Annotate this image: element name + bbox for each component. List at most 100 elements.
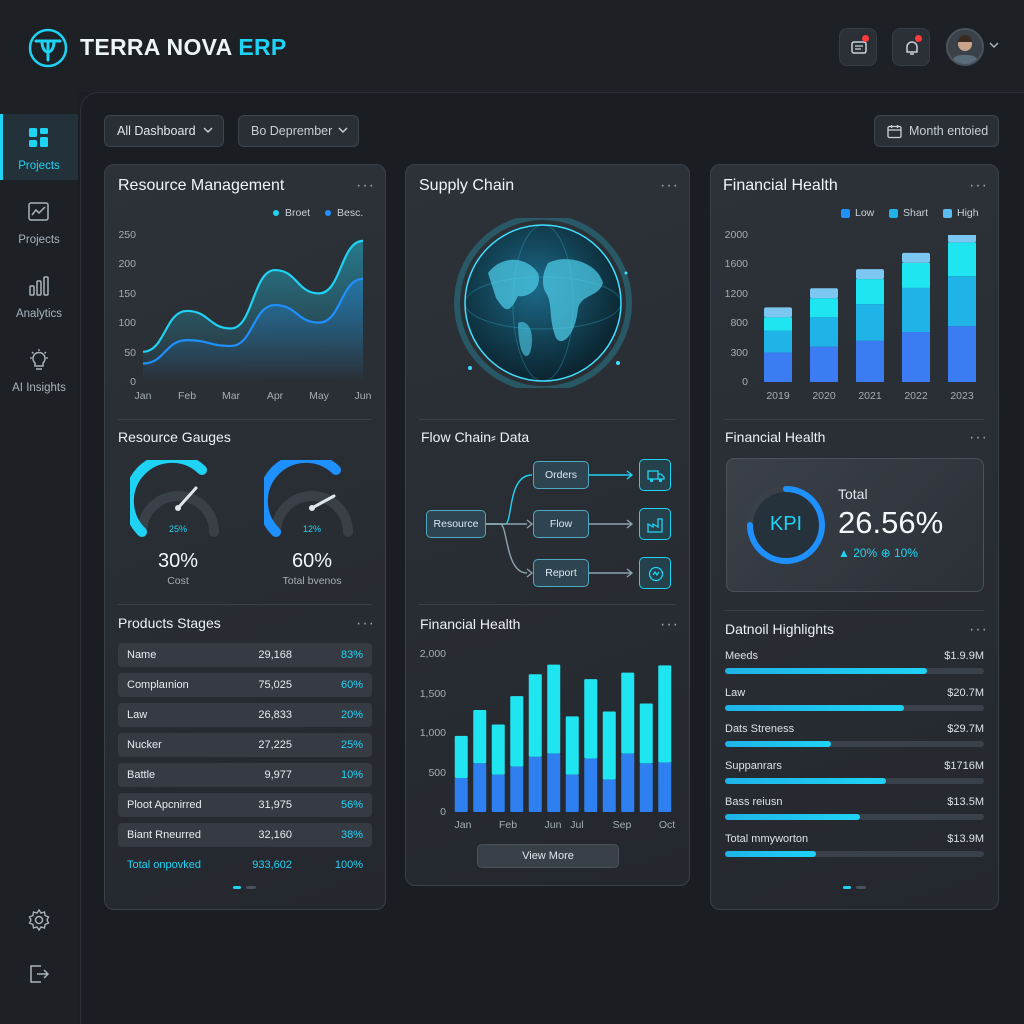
gear-icon[interactable] xyxy=(27,908,51,932)
x-tick-label: Jun xyxy=(354,390,372,402)
table-row[interactable]: Name 29,168 83% xyxy=(118,643,372,667)
chevron-down-icon[interactable] xyxy=(989,41,999,49)
flow-icon-flow[interactable] xyxy=(639,508,671,540)
y-tick-label: 300 xyxy=(730,346,748,359)
more-options-icon[interactable]: ··· xyxy=(969,177,988,194)
date-range-button[interactable]: Month entoied xyxy=(874,115,999,147)
more-options-icon[interactable]: ··· xyxy=(660,616,679,633)
messages-button[interactable] xyxy=(839,28,877,66)
kpi-ring-label: KPI xyxy=(769,513,803,535)
x-tick-label: Oct xyxy=(658,819,676,831)
sidebar-item-analytics[interactable]: Analytics xyxy=(0,262,78,328)
more-options-icon[interactable]: ··· xyxy=(969,429,988,446)
bar-segment-bottom xyxy=(565,774,579,812)
sidebar-item-projects-2[interactable]: Projects xyxy=(0,188,78,254)
highlight-value: $29.7M xyxy=(947,723,984,736)
bar-segment-bottom xyxy=(658,762,672,812)
highlight-progress-fill xyxy=(725,741,832,748)
bar-segment-top xyxy=(510,696,524,767)
bar-segment-bottom xyxy=(584,758,598,812)
more-options-icon[interactable]: ··· xyxy=(356,615,375,632)
total-gauge-label: Total bvenos xyxy=(282,575,342,587)
bar-cap xyxy=(948,235,976,243)
highlight-progress-fill xyxy=(725,777,886,784)
legend-shart: Shart xyxy=(903,207,929,219)
chevron-down-icon xyxy=(338,127,348,133)
series-line-1 xyxy=(143,277,364,365)
row-value: 9,977 xyxy=(264,769,292,781)
pager-dot-active[interactable] xyxy=(233,886,241,889)
brand-name: TERRA NOVA ERP xyxy=(80,34,287,61)
row-name: Biant Rneurred xyxy=(127,829,201,841)
bar-segment-high xyxy=(856,279,884,305)
kpi-label: Total xyxy=(838,486,868,502)
financial-bar-chart xyxy=(764,235,976,382)
y-tick-label: 1600 xyxy=(724,258,748,271)
y-tick-label: 250 xyxy=(118,229,136,241)
divider xyxy=(419,419,676,420)
row-name: Law xyxy=(127,709,148,721)
table-row[interactable]: Ploot Apcnirred 31,975 56% xyxy=(118,793,372,817)
flow-node-report[interactable]: Report xyxy=(533,559,589,587)
financial-title: Financial Health xyxy=(723,177,838,194)
bar-segment-top xyxy=(639,703,653,764)
more-options-icon[interactable]: ··· xyxy=(969,621,988,638)
highlight-progress-bar xyxy=(725,668,984,674)
avatar[interactable] xyxy=(946,28,984,66)
table-row[interactable]: Complaınion 75,025 60% xyxy=(118,673,372,697)
x-tick-label: 2020 xyxy=(812,390,836,402)
bar-segment-bottom xyxy=(454,777,468,812)
flow-node-orders[interactable]: Orders xyxy=(533,461,589,489)
x-tick-label: Jan xyxy=(134,390,152,402)
flow-icon-orders[interactable] xyxy=(639,459,671,491)
x-tick-label: May xyxy=(309,390,329,402)
highlight-label: Total mmyworton xyxy=(725,833,809,845)
notifications-button[interactable] xyxy=(892,28,930,66)
bar-segment-bottom xyxy=(547,753,561,812)
period-select-value: Bo Deprember xyxy=(251,124,333,138)
bar-segment-low xyxy=(856,340,884,382)
highlight-value: $1716M xyxy=(944,759,984,772)
sidebar-item-projects[interactable]: Projects xyxy=(0,114,78,180)
highlight-progress-bar xyxy=(725,777,984,784)
logout-icon[interactable] xyxy=(27,962,51,986)
pager-dot[interactable] xyxy=(856,886,866,889)
pager-dot-active[interactable] xyxy=(843,886,851,889)
period-select[interactable]: Bo Deprember xyxy=(238,115,359,147)
pager-dot[interactable] xyxy=(246,886,256,889)
table-row[interactable]: Nucker 27,225 25% xyxy=(118,733,372,757)
more-options-icon[interactable]: ··· xyxy=(660,177,679,194)
row-value: 32,160 xyxy=(258,829,292,841)
flow-node-resource[interactable]: Resource xyxy=(426,510,486,538)
y-tick-label: 1,000 xyxy=(419,727,446,739)
flow-title: Flow Chain⸗ Data xyxy=(421,429,530,445)
bar-segment-shart xyxy=(948,276,976,327)
highlight-label: Law xyxy=(725,686,746,699)
resource-title: Resource Management xyxy=(118,177,285,194)
flow-icon-report[interactable] xyxy=(639,557,671,589)
bar-segment-bottom xyxy=(621,753,635,812)
bar-segment-top xyxy=(491,724,505,775)
flow-node-flow[interactable]: Flow xyxy=(533,510,589,538)
top-bar: TERRA NOVA ERP xyxy=(0,0,1024,92)
bar-cap xyxy=(764,307,792,318)
bar-segment-shart xyxy=(764,330,792,353)
row-name: Battle xyxy=(127,769,156,781)
sidebar: Projects Projects Analytics AI Insights xyxy=(0,92,78,1024)
more-options-icon[interactable]: ··· xyxy=(356,177,375,194)
supply-fin-title: Financial Health xyxy=(420,616,521,632)
view-more-button[interactable]: View More xyxy=(477,844,619,868)
brand-accent: ERP xyxy=(238,34,287,60)
table-row[interactable]: Biant Rneurred 32,160 38% xyxy=(118,823,372,847)
truck-icon xyxy=(647,470,665,483)
notification-dot xyxy=(862,35,869,42)
sidebar-item-ai-insights[interactable]: AI Insights xyxy=(0,336,78,402)
calendar-icon xyxy=(887,125,902,139)
y-tick-label: 150 xyxy=(118,287,136,300)
legend-dot-besc xyxy=(325,210,331,216)
dashboard-select-value: All Dashboard xyxy=(117,124,196,138)
table-row[interactable]: Battle 9,977 10% xyxy=(118,763,372,787)
table-row[interactable]: Law 26,833 20% xyxy=(118,703,372,727)
row-value: 31,975 xyxy=(258,799,292,811)
dashboard-select[interactable]: All Dashboard xyxy=(104,115,224,147)
